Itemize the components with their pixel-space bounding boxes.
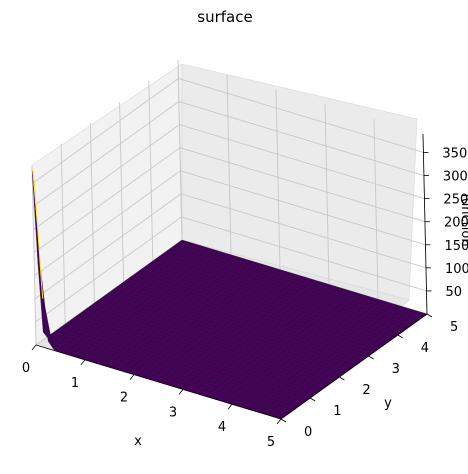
- x-tick-mark: [178, 389, 184, 395]
- z-grid-right: [180, 170, 426, 246]
- z-grid-left: [32, 101, 180, 207]
- z-tick-label: 200: [444, 216, 468, 231]
- y-grid-wall: [177, 59, 183, 241]
- z-tick-label: 350: [442, 146, 467, 161]
- z-grid-right: [178, 101, 425, 176]
- z-grid-left: [35, 216, 182, 323]
- y-grid-wall: [119, 101, 125, 283]
- y-grid-wall: [60, 143, 66, 325]
- axis-lines: [35, 133, 428, 420]
- z-tick-label: 250: [443, 193, 468, 208]
- x-tick-mark: [227, 403, 233, 410]
- y-tick-mark: [339, 376, 345, 381]
- y-axis-label: y: [384, 396, 392, 411]
- x-tick-label: 1: [71, 376, 79, 391]
- z-grid-left: [32, 78, 179, 184]
- z-grid-right: [181, 216, 427, 292]
- y-tick-mark: [368, 355, 374, 360]
- z-tick-label: 150: [444, 239, 468, 254]
- chart-title: surface: [197, 8, 252, 26]
- z-grid-right: [179, 147, 426, 223]
- y-tick-label: 1: [333, 404, 341, 419]
- z-grid-right: [180, 193, 427, 269]
- x-grid-wall: [324, 104, 330, 285]
- y-grid-wall: [148, 80, 154, 262]
- z-grid-left: [34, 170, 181, 277]
- surface-peak: [31, 169, 44, 299]
- y-tick-label: 2: [362, 383, 370, 398]
- x-grid-wall: [275, 89, 281, 270]
- y-tick-label: 5: [450, 320, 458, 335]
- y-tick-mark: [397, 334, 404, 339]
- y-tick-label: 3: [392, 362, 400, 377]
- x-tick-label: 2: [120, 391, 128, 406]
- z-axis-label: function: [458, 193, 468, 246]
- x-tick-label: 4: [218, 420, 226, 435]
- y-tick-mark: [280, 418, 287, 423]
- x-tick-mark: [276, 418, 282, 425]
- y-tick-label: 4: [421, 341, 429, 356]
- y-grid-wall: [89, 122, 95, 304]
- z-tick-label: 300: [443, 170, 468, 185]
- y-grid-wall: [31, 164, 37, 346]
- x-grid-wall: [373, 119, 379, 300]
- y-tick-mark: [426, 313, 433, 318]
- z-tick-label: 100: [445, 262, 468, 277]
- z-grid-left: [34, 193, 182, 300]
- x-grid-wall: [226, 74, 232, 255]
- x-tick-mark: [129, 374, 135, 380]
- x-tick-mark: [80, 359, 86, 366]
- x-axis-label: x: [134, 434, 142, 449]
- surface-mesh: [31, 169, 428, 420]
- z-grid-left: [33, 147, 181, 254]
- x-axis-line: [35, 344, 282, 420]
- x-tick-mark: [31, 344, 37, 351]
- z-tick-label: 50: [445, 285, 462, 300]
- z-grid-right: [179, 124, 425, 200]
- z-grid-right: [178, 78, 424, 153]
- surface-facet: [31, 169, 46, 308]
- y-tick-label: 0: [304, 425, 312, 440]
- x-tick-label: 0: [22, 361, 30, 376]
- x-tick-label: 5: [267, 435, 275, 450]
- z-grid-left: [33, 124, 180, 230]
- y-tick-mark: [309, 397, 316, 402]
- x-tick-label: 3: [169, 405, 177, 420]
- z-axis-line: [422, 133, 428, 315]
- y-axis-line: [280, 313, 428, 420]
